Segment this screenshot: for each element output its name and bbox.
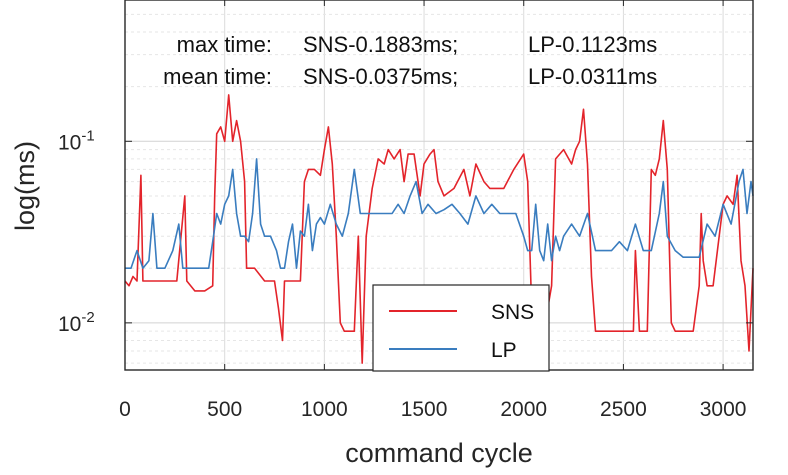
y-tick-label: 10-1 (58, 127, 95, 154)
annotation-block: max time: SNS-0.1883ms; LP-0.1123ms mean ti… (163, 32, 657, 89)
y-tick-label: 10-2 (58, 309, 95, 336)
annotation-text: max time: (177, 32, 272, 57)
legend-box (372, 284, 550, 372)
y-axis-label: log(ms) (10, 141, 40, 231)
series-line-lp (125, 158, 754, 269)
annotation-text: LP-0.0311ms (528, 64, 657, 89)
y-axis: 10-2 10-1 (58, 127, 753, 336)
x-tick-label: 0 (119, 398, 131, 421)
legend-label-sns: SNS (491, 301, 534, 324)
x-tick-label: 1000 (301, 398, 348, 421)
series-group (124, 94, 754, 364)
x-tick-label: 3000 (700, 398, 747, 421)
x-tick-label: 2000 (500, 398, 547, 421)
legend: SNS LP (372, 284, 550, 372)
x-axis: 0 500 1000 1500 2000 2500 3000 (119, 0, 746, 421)
x-tick-label: 500 (207, 398, 242, 421)
series-line-sns (124, 94, 754, 364)
annotation-text: SNS-0.0375ms; (303, 64, 458, 89)
legend-label-lp: LP (491, 339, 517, 362)
annotation-text: LP-0.1123ms (528, 32, 657, 57)
annotation-text: SNS-0.1883ms; (303, 32, 458, 57)
annotation-text: mean time: (163, 64, 272, 89)
x-tick-label: 2500 (600, 398, 647, 421)
x-axis-label: command cycle (345, 438, 533, 468)
x-tick-label: 1500 (401, 398, 448, 421)
